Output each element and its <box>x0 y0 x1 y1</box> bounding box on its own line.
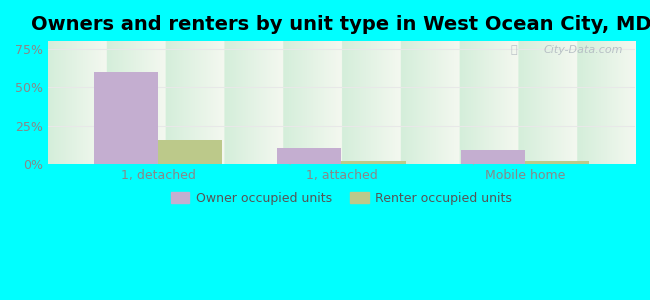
Bar <box>277 148 341 164</box>
Bar <box>94 72 158 164</box>
Text: ⓘ: ⓘ <box>511 45 517 55</box>
Bar <box>158 140 222 164</box>
Legend: Owner occupied units, Renter occupied units: Owner occupied units, Renter occupied un… <box>166 187 517 210</box>
Text: City-Data.com: City-Data.com <box>544 45 623 55</box>
Title: Owners and renters by unit type in West Ocean City, MD: Owners and renters by unit type in West … <box>31 15 650 34</box>
Bar <box>525 161 589 164</box>
Bar <box>341 161 406 164</box>
Bar <box>461 150 525 164</box>
